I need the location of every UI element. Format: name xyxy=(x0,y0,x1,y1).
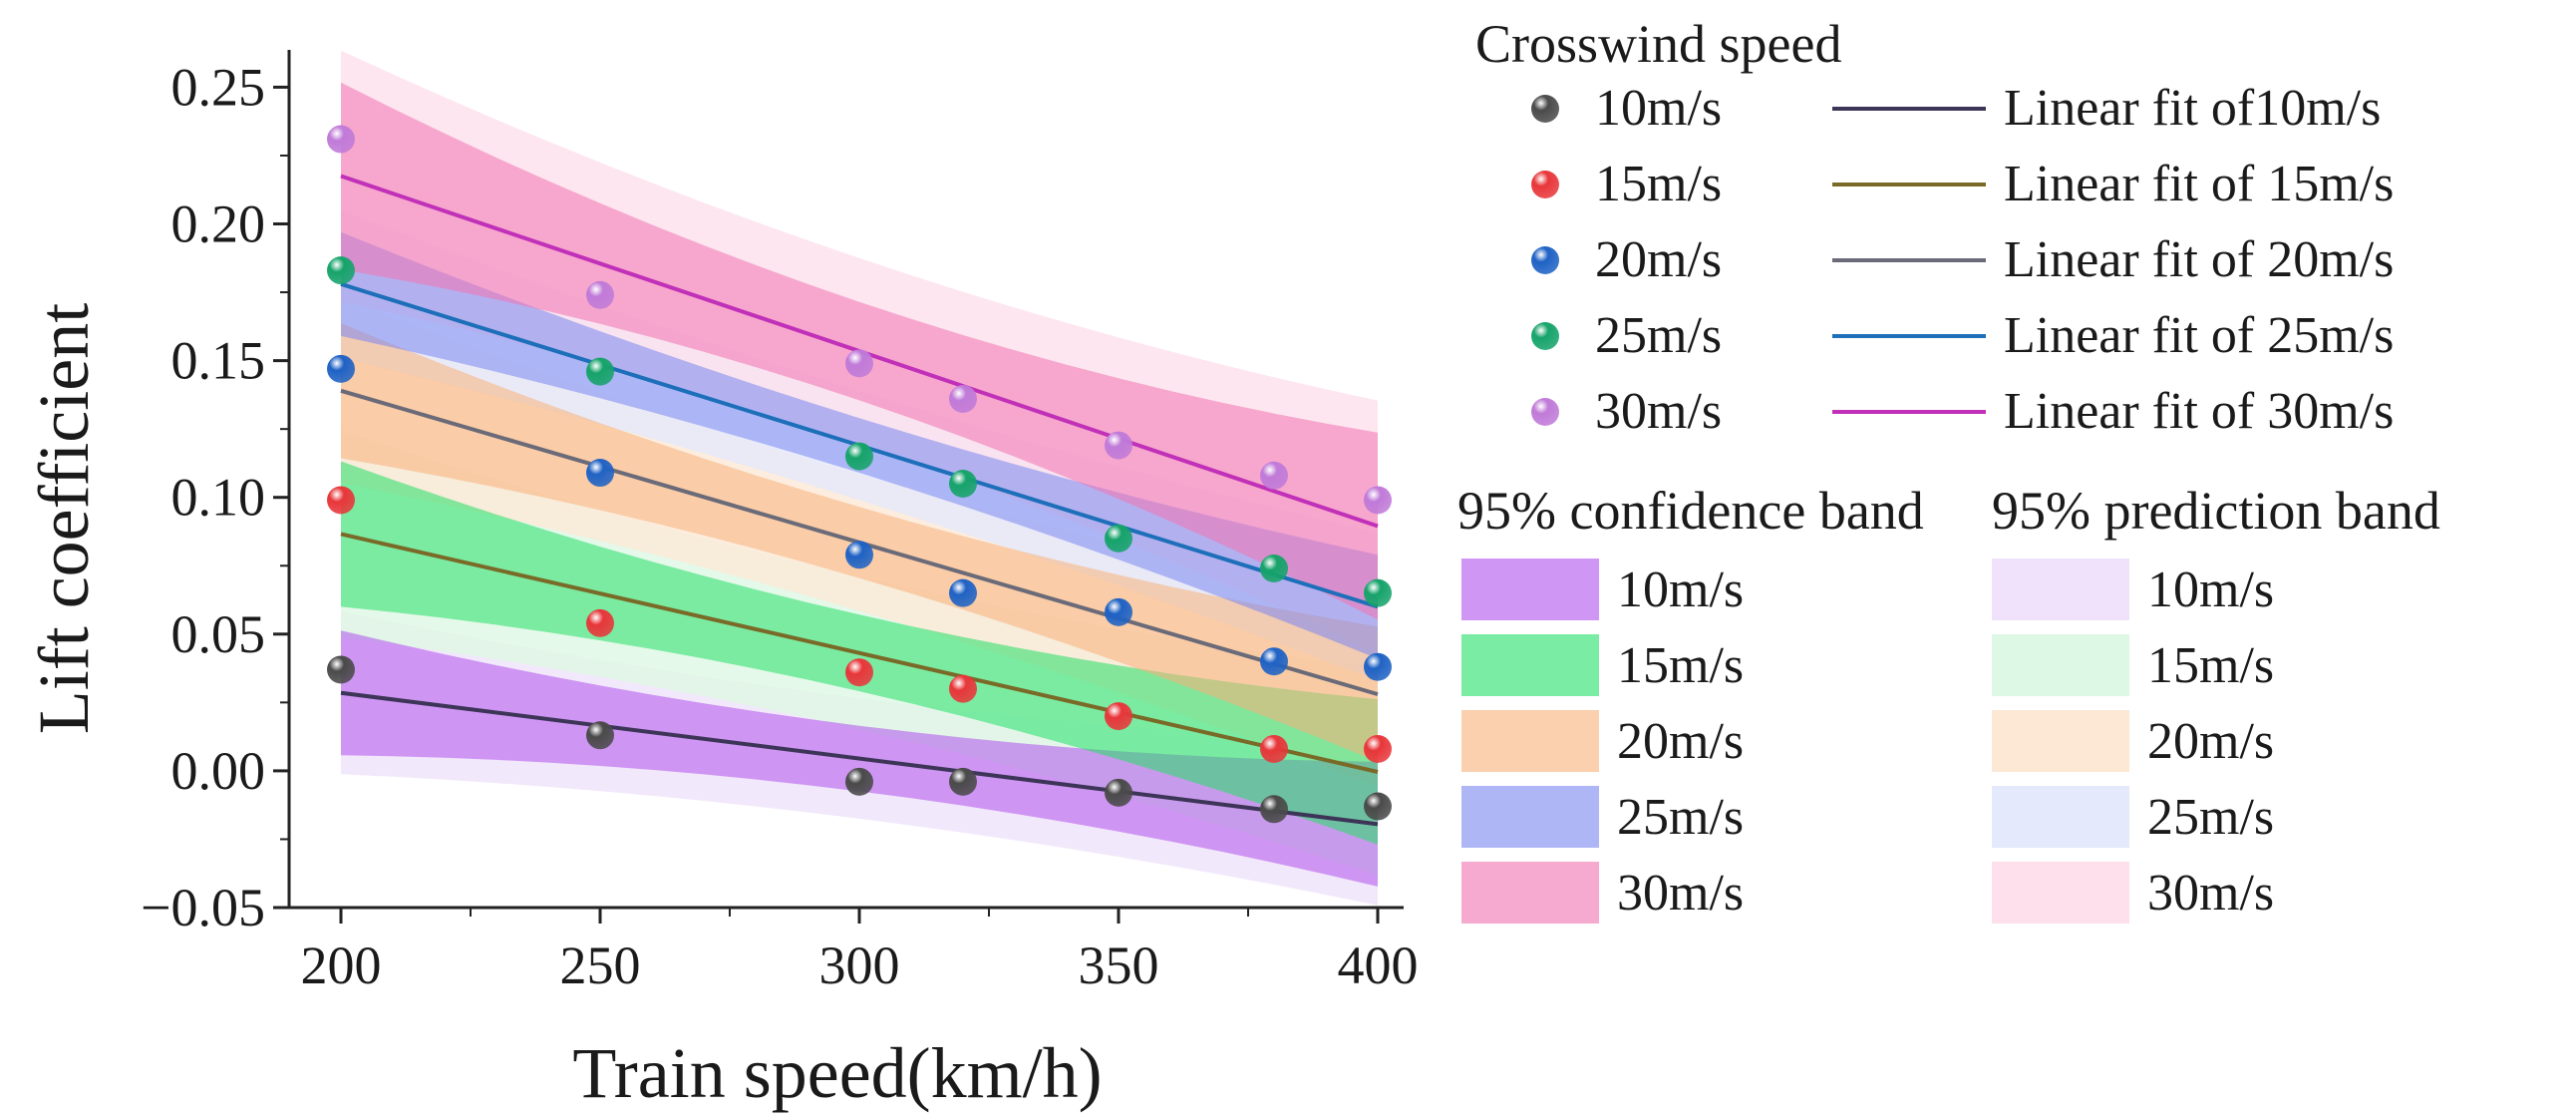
legend-label-30m/s: 30m/s xyxy=(1595,383,1722,440)
x-tick-label: 200 xyxy=(301,935,382,995)
legend-prediction-swatch-15m/s xyxy=(1992,634,2129,696)
legend-prediction-swatch-25m/s xyxy=(1992,786,2129,848)
point-25m/s-300 xyxy=(845,442,873,471)
legend-marker-15m/s xyxy=(1531,171,1559,198)
legend-label-10m/s: 10m/s xyxy=(1595,80,1722,137)
y-tick-label: 0.10 xyxy=(171,468,266,528)
point-20m/s-200 xyxy=(327,354,355,383)
legend-confidence-label-30m/s: 30m/s xyxy=(1617,865,1744,922)
legend-confidence-label-10m/s: 10m/s xyxy=(1617,561,1744,618)
point-30m/s-350 xyxy=(1105,431,1132,460)
legend-confidence-swatch-25m/s xyxy=(1461,786,1599,848)
x-tick-label: 350 xyxy=(1079,935,1159,995)
point-15m/s-250 xyxy=(586,608,614,637)
legend-confidence-swatch-15m/s xyxy=(1461,634,1599,696)
y-tick-label: 0.20 xyxy=(171,194,266,254)
legend-label-20m/s: 20m/s xyxy=(1595,231,1722,288)
point-20m/s-250 xyxy=(586,459,614,488)
point-25m/s-350 xyxy=(1105,524,1132,553)
point-10m/s-350 xyxy=(1105,778,1132,807)
y-tick-label: 0.05 xyxy=(171,604,266,664)
point-10m/s-200 xyxy=(327,655,355,684)
legend-confidence-swatch-20m/s xyxy=(1461,710,1599,772)
point-15m/s-400 xyxy=(1364,734,1392,763)
legend-prediction-label-25m/s: 25m/s xyxy=(2147,789,2274,846)
x-tick-label: 250 xyxy=(560,935,641,995)
fit-line-15m/s xyxy=(340,532,1379,774)
y-tick-label: −0.05 xyxy=(141,878,265,937)
legend-marker-25m/s xyxy=(1531,322,1559,350)
legend-title-crosswind: Crosswind speed xyxy=(1475,14,1841,74)
point-20m/s-400 xyxy=(1364,652,1392,681)
legend-prediction-label-20m/s: 20m/s xyxy=(2147,713,2274,770)
legend-title-confidence: 95% confidence band xyxy=(1457,481,1924,541)
legend-fit-label-15m/s: Linear fit of 15m/s xyxy=(2004,156,2394,212)
point-15m/s-200 xyxy=(327,486,355,515)
legend-prediction-swatch-10m/s xyxy=(1992,559,2129,620)
legend-prediction-label-30m/s: 30m/s xyxy=(2147,865,2274,922)
legend-title-prediction: 95% prediction band xyxy=(1992,481,2440,541)
point-30m/s-380 xyxy=(1260,461,1288,490)
y-tick-label: 0.00 xyxy=(171,741,266,801)
legend-confidence-label-20m/s: 20m/s xyxy=(1617,713,1744,770)
x-tick-label: 300 xyxy=(819,935,900,995)
point-30m/s-400 xyxy=(1364,486,1392,515)
fit-line-10m/s xyxy=(340,690,1379,827)
legend-fit-label-20m/s: Linear fit of 20m/s xyxy=(2004,231,2394,288)
legend-prediction-label-10m/s: 10m/s xyxy=(2147,561,2274,618)
legend-marker-10m/s xyxy=(1531,95,1559,123)
legend-prediction-swatch-20m/s xyxy=(1992,710,2129,772)
point-25m/s-320 xyxy=(949,470,977,498)
legend-confidence-swatch-10m/s xyxy=(1461,559,1599,620)
legend-confidence-swatch-30m/s xyxy=(1461,862,1599,924)
point-20m/s-320 xyxy=(949,578,977,607)
legend-prediction-swatch-30m/s xyxy=(1992,862,2129,924)
point-10m/s-300 xyxy=(845,767,873,796)
point-15m/s-350 xyxy=(1105,702,1132,731)
point-20m/s-350 xyxy=(1105,597,1132,626)
point-20m/s-380 xyxy=(1260,647,1288,676)
point-30m/s-320 xyxy=(949,385,977,413)
point-10m/s-320 xyxy=(949,767,977,796)
point-10m/s-400 xyxy=(1364,792,1392,821)
point-25m/s-200 xyxy=(327,256,355,285)
legend: Crosswind speed 95% confidence band 95% … xyxy=(1457,14,2440,924)
point-20m/s-300 xyxy=(845,541,873,569)
point-25m/s-400 xyxy=(1364,578,1392,607)
y-tick-label: 0.15 xyxy=(171,331,266,391)
point-10m/s-250 xyxy=(586,721,614,750)
point-30m/s-250 xyxy=(586,280,614,309)
x-tick-label: 400 xyxy=(1338,935,1419,995)
axes: −0.05 0.00 0.05 0.10 0.15 0.20 0.25 200 250 300 35… xyxy=(141,50,1419,995)
point-25m/s-380 xyxy=(1260,555,1288,582)
legend-label-15m/s: 15m/s xyxy=(1595,156,1722,212)
legend-fit-label-10m/s: Linear fit of10m/s xyxy=(2004,80,2381,137)
y-axis-title: Lift coefficient xyxy=(24,303,104,734)
point-15m/s-320 xyxy=(949,674,977,703)
point-15m/s-300 xyxy=(845,658,873,687)
legend-confidence-label-15m/s: 15m/s xyxy=(1617,637,1744,694)
legend-marker-30m/s xyxy=(1531,398,1559,426)
legend-confidence-label-25m/s: 25m/s xyxy=(1617,789,1744,846)
legend-prediction-label-15m/s: 15m/s xyxy=(2147,637,2274,694)
data-point-layer xyxy=(327,125,1392,824)
legend-label-25m/s: 25m/s xyxy=(1595,307,1722,364)
legend-fit-label-25m/s: Linear fit of 25m/s xyxy=(2004,307,2394,364)
x-axis-title: Train speed(km/h) xyxy=(572,1033,1102,1113)
y-tick-label: 0.25 xyxy=(171,57,266,117)
point-30m/s-200 xyxy=(327,125,355,154)
point-25m/s-250 xyxy=(586,357,614,386)
point-15m/s-380 xyxy=(1260,734,1288,763)
point-10m/s-380 xyxy=(1260,795,1288,824)
legend-fit-label-30m/s: Linear fit of 30m/s xyxy=(2004,383,2394,440)
legend-marker-20m/s xyxy=(1531,246,1559,274)
point-30m/s-300 xyxy=(845,349,873,378)
